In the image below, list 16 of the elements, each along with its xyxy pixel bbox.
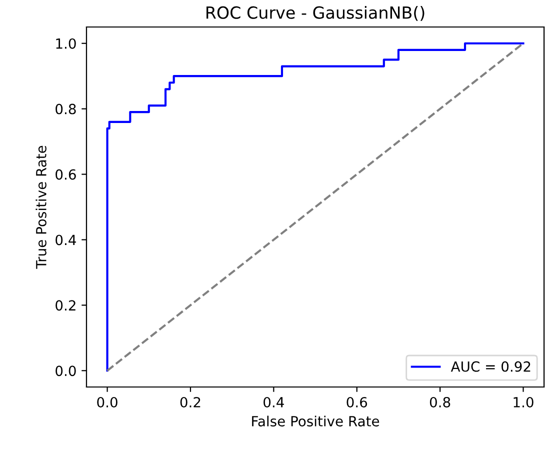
y-tick-label: 0.4 <box>56 234 76 246</box>
x-tick-label: 0.8 <box>430 396 450 408</box>
x-tick-label: 1.0 <box>514 396 534 408</box>
x-tick-label: 0.6 <box>346 396 368 408</box>
y-tick-label: 0.2 <box>56 300 76 311</box>
y-axis-title: True Positive Rate <box>36 146 46 269</box>
x-tick-label: 0.2 <box>180 396 200 408</box>
x-tick-label: 0.4 <box>264 396 284 408</box>
x-axis-title: False Positive Rate <box>252 416 380 426</box>
y-tick-label: 1.0 <box>56 38 76 49</box>
y-tick-label: 0.0 <box>56 366 76 376</box>
chart-title: ROC Curve - GaussianNB() <box>206 6 424 21</box>
y-tick-label: 0.6 <box>56 169 76 180</box>
legend-label: AUC = 0.92 <box>450 361 530 372</box>
y-tick-label: 0.8 <box>56 104 76 114</box>
x-tick-label: 0.0 <box>97 396 118 408</box>
